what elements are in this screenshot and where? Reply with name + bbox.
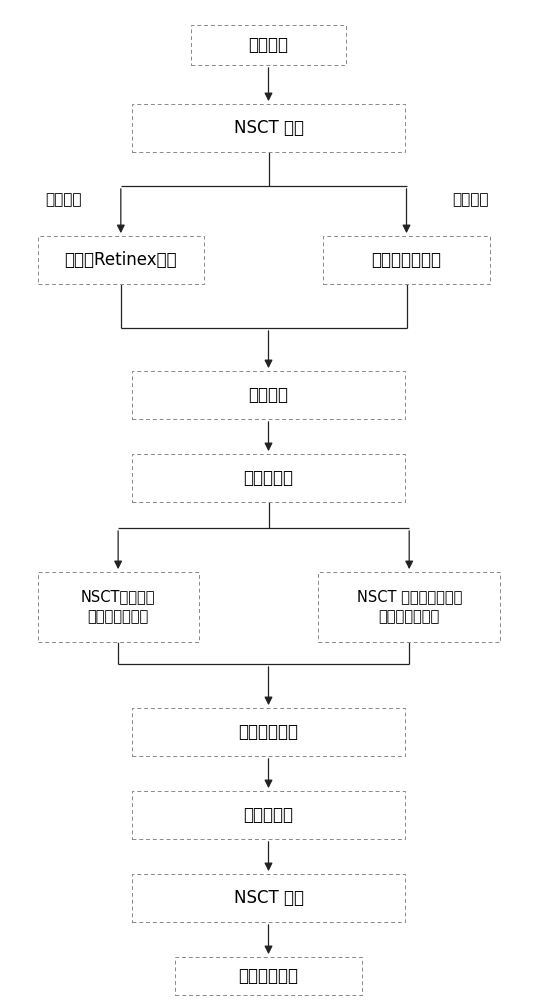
- Bar: [323, 236, 490, 284]
- Bar: [318, 572, 500, 642]
- Text: 反亮度掩膜: 反亮度掩膜: [243, 806, 294, 824]
- Bar: [191, 25, 346, 65]
- Text: NSCT 分解: NSCT 分解: [234, 119, 303, 137]
- Text: NSCT 重构: NSCT 重构: [234, 889, 303, 907]
- Text: NSCT低频子带
自动非线性增强: NSCT低频子带 自动非线性增强: [81, 590, 155, 624]
- Text: 自适应阈值去噪: 自适应阈值去噪: [372, 251, 441, 269]
- Bar: [38, 572, 199, 642]
- Text: 多尺度Retinex处理: 多尺度Retinex处理: [64, 251, 177, 269]
- Bar: [132, 371, 405, 419]
- Bar: [132, 454, 405, 502]
- Bar: [132, 791, 405, 839]
- Text: 增强后的图像: 增强后的图像: [238, 967, 299, 985]
- Text: 对比度掩膜: 对比度掩膜: [243, 469, 294, 487]
- Text: 高频子带: 高频子带: [452, 192, 489, 208]
- Bar: [175, 957, 362, 995]
- Bar: [132, 874, 405, 922]
- Text: 低频子带: 低频子带: [46, 192, 82, 208]
- Bar: [38, 236, 204, 284]
- Bar: [132, 708, 405, 756]
- Text: 亮度掩膜: 亮度掩膜: [249, 386, 288, 404]
- Text: NSCT 对比度系数子带
自动非线性映射: NSCT 对比度系数子带 自动非线性映射: [357, 590, 462, 624]
- Text: 原始图像: 原始图像: [249, 36, 288, 54]
- Bar: [132, 104, 405, 152]
- Text: 反对比度掩膜: 反对比度掩膜: [238, 723, 299, 741]
